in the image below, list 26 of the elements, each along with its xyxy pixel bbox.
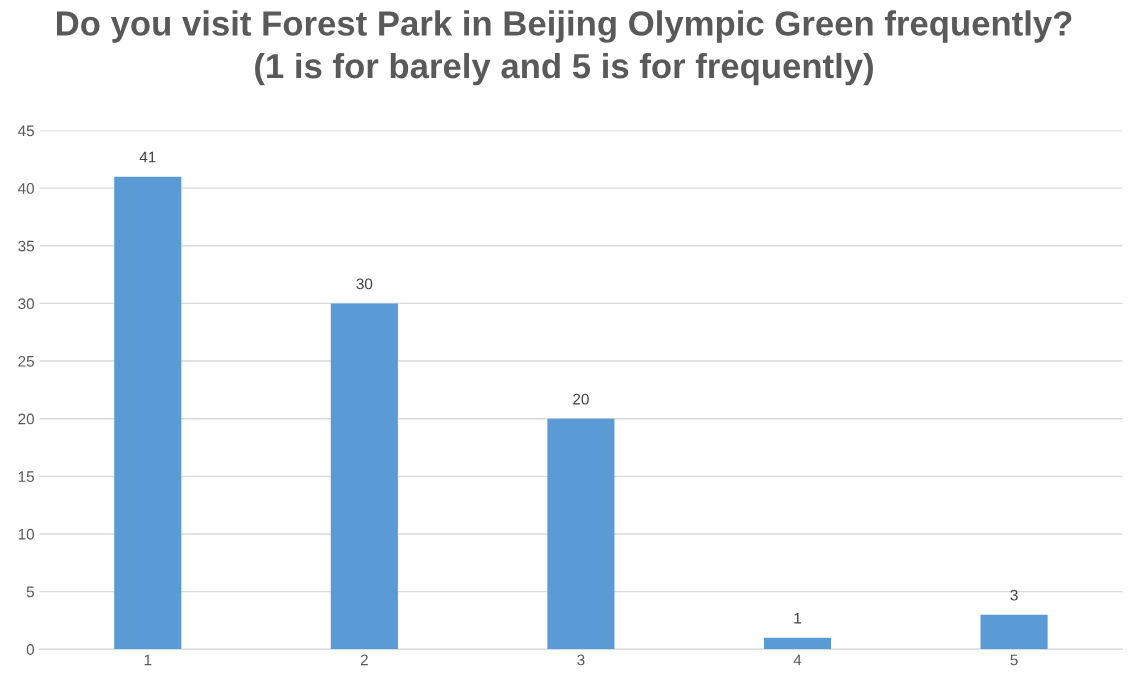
x-tick-label: 1 [144,654,152,666]
x-tick-label: 5 [1010,654,1018,666]
bar [547,418,615,650]
y-tick-label: 45 [17,125,34,137]
data-label: 41 [139,151,156,163]
y-tick-label: 5 [26,586,34,598]
data-label: 1 [794,612,801,624]
bar [763,637,832,650]
bar [330,303,398,650]
x-tick-label: 3 [577,654,585,666]
y-tick-label: 35 [18,240,34,252]
data-label: 20 [573,393,589,405]
y-tick-label: 25 [18,355,34,367]
data-label: 3 [1010,589,1018,601]
y-tick-label: 40 [17,183,35,194]
bar [114,176,182,650]
bar [980,614,1048,650]
y-tick-label: 20 [18,413,35,425]
y-tick-label: 15 [18,471,34,483]
data-label: 30 [356,278,373,290]
chart-title: Do you visit Forest Park in Beijing Olympic Green frequently? (1 is for barely and 5 is for frequently) [56,10,1072,86]
x-tick-label: 4 [793,654,802,666]
y-tick-label: 10 [18,528,35,540]
x-tick-label: 2 [360,654,368,666]
y-tick-label: 0 [26,644,35,655]
y-tick-label: 30 [18,298,35,310]
